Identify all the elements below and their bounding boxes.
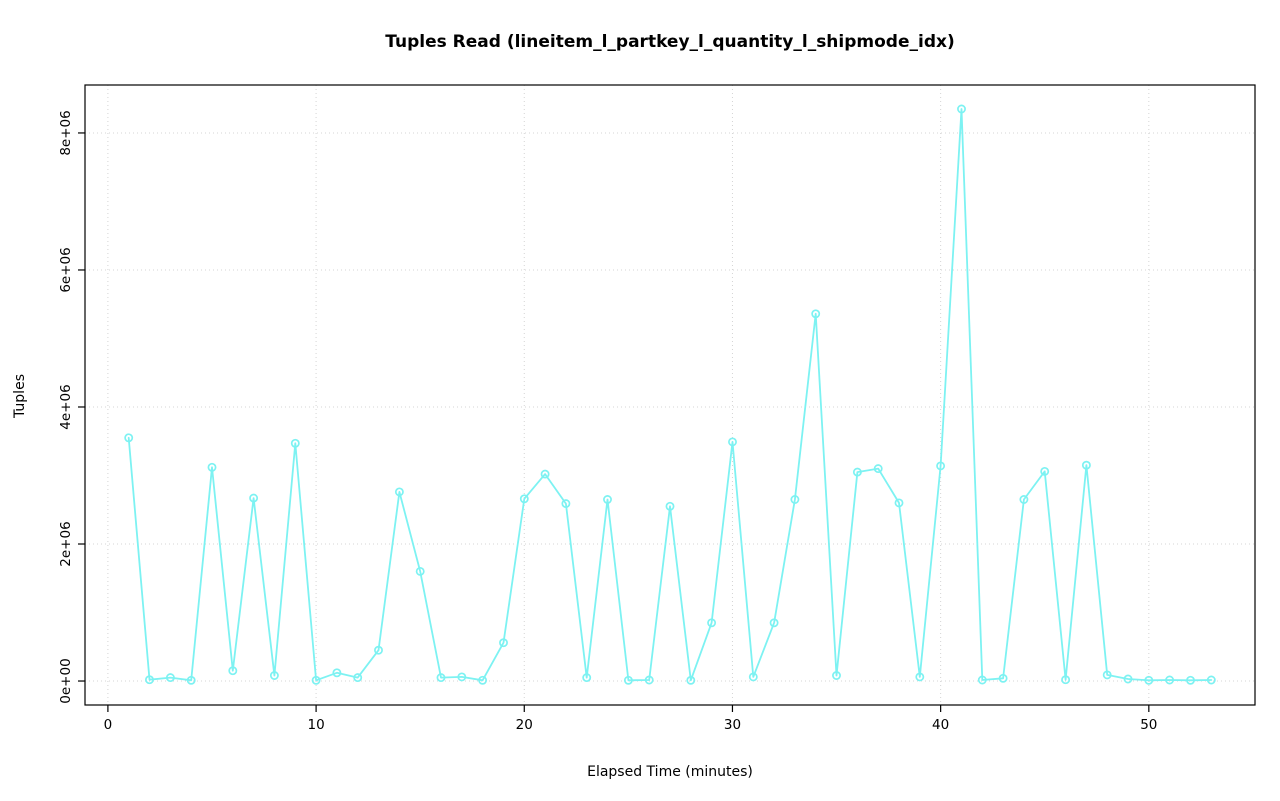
y-tick-label: 0e+00 bbox=[58, 658, 74, 703]
y-axis-label: Tuples bbox=[12, 374, 28, 419]
data-point bbox=[499, 638, 508, 648]
data-point bbox=[374, 645, 383, 655]
chart-title: Tuples Read (lineitem_l_partkey_l_quanti… bbox=[385, 32, 954, 52]
data-point bbox=[457, 672, 467, 682]
x-tick-label: 10 bbox=[307, 717, 324, 733]
data-point bbox=[353, 673, 363, 683]
series-line bbox=[127, 108, 1213, 682]
data-point bbox=[769, 618, 779, 628]
x-tick-label: 40 bbox=[932, 717, 949, 733]
data-point bbox=[1123, 674, 1133, 684]
data-point bbox=[228, 666, 238, 676]
x-tick-label: 0 bbox=[104, 717, 113, 733]
y-tick-label: 4e+06 bbox=[58, 384, 74, 429]
data-point bbox=[561, 499, 571, 509]
data-point bbox=[1061, 675, 1071, 685]
y-tick-label: 6e+06 bbox=[58, 247, 74, 292]
data-point bbox=[1206, 675, 1216, 685]
data-point bbox=[207, 462, 217, 472]
y-tick-label: 2e+06 bbox=[58, 521, 74, 566]
data-point bbox=[977, 675, 987, 685]
data-point bbox=[145, 675, 154, 685]
data-point bbox=[436, 673, 446, 683]
grid-layer bbox=[85, 85, 1255, 705]
data-point bbox=[1186, 675, 1195, 685]
data-point bbox=[478, 675, 488, 685]
data-point bbox=[873, 464, 883, 474]
data-point bbox=[124, 433, 134, 443]
data-point bbox=[748, 672, 758, 682]
data-point bbox=[623, 675, 633, 685]
x-tick-label: 30 bbox=[724, 717, 741, 733]
data-point bbox=[519, 494, 529, 504]
data-point bbox=[394, 487, 404, 497]
data-point bbox=[665, 501, 675, 511]
x-tick-label: 50 bbox=[1140, 717, 1157, 733]
data-point bbox=[686, 675, 696, 685]
data-point bbox=[644, 675, 654, 685]
data-point bbox=[1019, 495, 1029, 504]
data-point bbox=[1102, 670, 1112, 680]
axes-layer: 0 10 20 30 40 50 0e+00 2e+06 4e+06 6e+06 8e+06 bbox=[58, 84, 1256, 733]
series-layer bbox=[124, 104, 1216, 685]
data-point bbox=[1081, 460, 1091, 470]
data-point bbox=[707, 618, 717, 628]
data-point bbox=[915, 672, 925, 682]
data-point bbox=[415, 566, 425, 576]
data-point bbox=[603, 495, 612, 504]
data-point bbox=[540, 469, 550, 479]
data-point bbox=[1144, 675, 1154, 685]
data-point bbox=[811, 309, 821, 319]
data-point bbox=[1040, 466, 1050, 476]
data-point bbox=[332, 668, 342, 678]
data-point bbox=[852, 467, 862, 477]
data-point bbox=[790, 495, 800, 504]
data-point bbox=[832, 671, 841, 680]
data-point bbox=[290, 438, 300, 448]
data-point bbox=[894, 498, 904, 508]
data-point bbox=[165, 673, 175, 683]
data-point bbox=[269, 671, 279, 680]
y-tick-label: 8e+06 bbox=[58, 110, 74, 155]
plot-border bbox=[84, 84, 1256, 706]
x-tick-label: 20 bbox=[516, 717, 533, 733]
data-point bbox=[728, 437, 737, 447]
data-point bbox=[249, 493, 259, 503]
data-point bbox=[311, 675, 321, 685]
data-point bbox=[186, 675, 196, 685]
data-point bbox=[936, 461, 946, 471]
data-point bbox=[998, 673, 1008, 683]
data-point bbox=[1165, 675, 1175, 685]
data-point bbox=[582, 673, 592, 683]
data-point bbox=[957, 104, 966, 114]
x-axis-label: Elapsed Time (minutes) bbox=[587, 764, 753, 780]
